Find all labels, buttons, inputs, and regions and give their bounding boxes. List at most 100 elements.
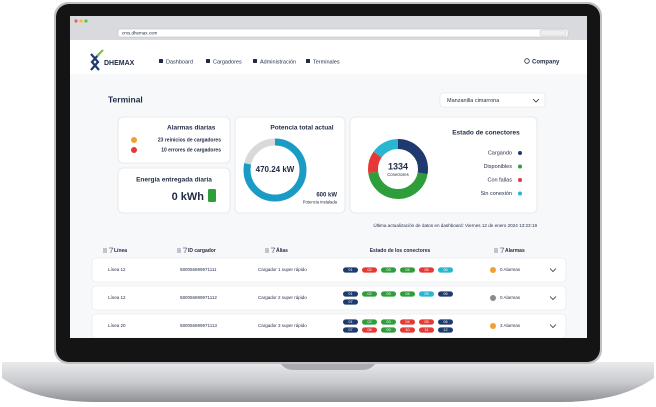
connector-badge[interactable] <box>400 319 415 325</box>
connector-badge[interactable] <box>362 327 377 333</box>
connector-badge[interactable] <box>362 291 377 297</box>
connector-badge[interactable] <box>419 327 434 333</box>
charger-icon <box>208 189 216 202</box>
charger-id: 580056899971113 <box>180 323 217 328</box>
column-header: Estado de los conectores <box>370 248 431 254</box>
legend-label: Con fallas <box>488 177 513 183</box>
line-name: Línea 12 <box>108 295 126 300</box>
power-value: 470.24 kW <box>256 165 295 174</box>
legend-dot <box>518 151 522 155</box>
connector-badge[interactable] <box>362 319 377 325</box>
connector-badge[interactable] <box>381 291 396 297</box>
expand-chevron[interactable] <box>549 324 557 329</box>
alarm-count: 0 Alarmas <box>500 267 521 272</box>
connector-label: 02 <box>367 292 371 296</box>
card-title: Alarmas diarias <box>167 125 216 132</box>
connector-label: 04 <box>405 292 409 296</box>
column-header[interactable]: Alarmas <box>505 248 525 254</box>
donut-segment <box>368 139 428 199</box>
connector-label: 06 <box>443 268 447 272</box>
sort-icon <box>494 247 505 253</box>
connector-badge[interactable] <box>381 327 396 333</box>
expand-chevron[interactable] <box>549 296 557 301</box>
page-title: Terminal <box>108 94 143 104</box>
nav-item[interactable]: Administración <box>260 59 296 65</box>
power-card <box>234 116 346 214</box>
connector-label: 05 <box>424 292 428 296</box>
alarm-item: 23 reinicios de cargadores <box>158 137 221 143</box>
connector-badge[interactable] <box>438 267 453 273</box>
connector-label: 08 <box>367 328 371 332</box>
legend-dot <box>518 191 522 196</box>
table-row[interactable] <box>91 257 567 283</box>
connector-badge[interactable] <box>438 327 453 333</box>
alarm-icon <box>490 267 496 273</box>
expand-chevron[interactable] <box>549 268 557 273</box>
last-update: Última actualización de datos en dashboa… <box>373 222 537 228</box>
connector-badge[interactable] <box>362 267 377 273</box>
connector-label: 01 <box>348 292 352 296</box>
legend-label: Disponibles <box>484 164 513 170</box>
connector-badge[interactable] <box>438 319 453 325</box>
window-button <box>79 19 83 23</box>
nav-icon <box>159 59 163 63</box>
logo-mark <box>96 49 104 57</box>
connector-label: 02 <box>367 268 371 272</box>
alarms-card <box>117 116 231 164</box>
nav-bar <box>70 40 587 74</box>
address-bar[interactable] <box>117 28 569 38</box>
charger-alias: Cargador 3 super rápido <box>258 323 307 328</box>
legend-dot <box>518 178 522 182</box>
donut-segment <box>368 139 428 199</box>
url: cms.dhemax.com <box>122 30 158 35</box>
connector-badge[interactable] <box>400 291 415 297</box>
terminal-selector[interactable] <box>439 92 546 108</box>
nav-items: Dashboard Cargadores Administración Termina… <box>159 59 340 65</box>
connector-label: 12 <box>443 328 447 332</box>
restart-icon <box>131 137 137 143</box>
connector-badge[interactable] <box>419 319 434 325</box>
brand: DHEMAX <box>104 60 135 67</box>
connector-badge[interactable] <box>419 291 434 297</box>
search-box[interactable] <box>539 29 567 37</box>
connector-label: 01 <box>348 268 352 272</box>
alarm-count: 0 Alarmas <box>500 295 521 300</box>
connector-badge[interactable] <box>343 327 358 333</box>
connector-badge[interactable] <box>343 267 358 273</box>
connector-badge[interactable] <box>343 319 358 325</box>
sort-icon <box>177 247 188 253</box>
connector-label: 10 <box>405 328 409 332</box>
connector-badge[interactable] <box>400 267 415 273</box>
connectors-total: 1334 <box>388 161 408 171</box>
column-header[interactable]: ID cargador <box>188 248 216 254</box>
connector-badge[interactable] <box>381 319 396 325</box>
charger-id: 580056899971111 <box>180 267 217 272</box>
card-title: Energía entregada diaria <box>136 177 212 184</box>
gauge-arc <box>243 138 307 202</box>
connector-badge[interactable] <box>400 327 415 333</box>
connector-badge[interactable] <box>381 267 396 273</box>
connector-label: 03 <box>386 268 390 272</box>
legend-label: Sin conexión <box>481 191 513 197</box>
charger-alias: Cargador 2 super rápido <box>258 295 307 300</box>
column-header[interactable]: Línea <box>114 248 127 254</box>
alarm-icon <box>490 323 496 329</box>
connector-label: 05 <box>424 268 428 272</box>
column-header[interactable]: Álias <box>276 247 288 254</box>
connector-label: 02 <box>367 320 371 324</box>
connector-badge[interactable] <box>419 267 434 273</box>
laptop-base <box>2 362 654 402</box>
nav-item[interactable]: Dashboard <box>166 59 193 65</box>
connector-badge[interactable] <box>343 291 358 297</box>
connector-label: 06 <box>443 320 447 324</box>
nav-item[interactable]: Cargadores <box>213 59 242 65</box>
connector-label: 04 <box>405 268 409 272</box>
connector-badge[interactable] <box>343 299 358 305</box>
connector-badge[interactable] <box>438 291 453 297</box>
nav-item[interactable]: Terminales <box>313 59 340 65</box>
energy-card <box>117 167 231 214</box>
logo-mark <box>90 53 100 71</box>
window-button <box>74 19 78 23</box>
account[interactable]: Company <box>532 60 560 66</box>
charger-id: 580056899971112 <box>180 295 217 300</box>
